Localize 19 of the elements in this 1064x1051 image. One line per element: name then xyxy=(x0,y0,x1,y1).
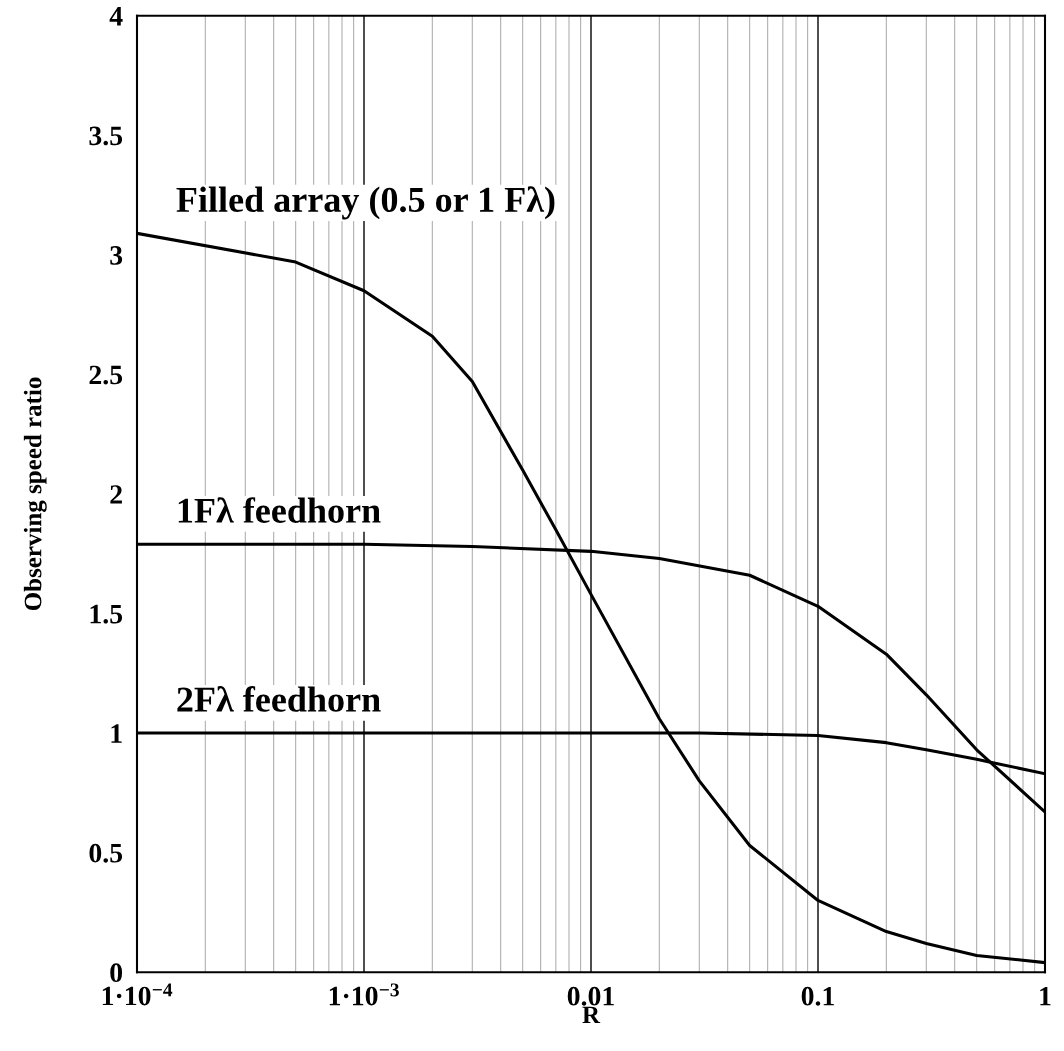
y-tick-label: 4 xyxy=(109,7,123,26)
y-tick-label: 1 xyxy=(111,724,122,743)
y-tick-label: 0.5 xyxy=(89,843,123,863)
x-tick-label: 1·10$^{−3}$ xyxy=(329,983,399,1006)
y-tick-label: 2.5 xyxy=(89,365,123,385)
series-label: 2Fλ feedhorn xyxy=(177,686,381,712)
x-axis-title: R xyxy=(582,1006,601,1024)
series-label: Filled array (0.5 or 1 Fλ) xyxy=(176,186,555,220)
x-tick-label: 1·10$^{−4}$ xyxy=(102,983,173,1006)
x-tick-label: 0.1 xyxy=(801,986,834,1006)
y-tick-label: 3 xyxy=(110,246,123,265)
y-tick-label: 3.5 xyxy=(89,126,123,146)
y-tick-label: 1.5 xyxy=(90,604,123,624)
y-tick-label: 0 xyxy=(110,963,123,983)
series-label: 1Fλ feedhorn xyxy=(178,497,381,523)
y-axis-title: Observing speed ratio xyxy=(23,377,47,611)
x-tick-label: 1 xyxy=(1040,987,1051,1006)
x-tick-label: 0.01 xyxy=(567,986,614,1006)
y-tick-label: 2 xyxy=(110,485,122,504)
